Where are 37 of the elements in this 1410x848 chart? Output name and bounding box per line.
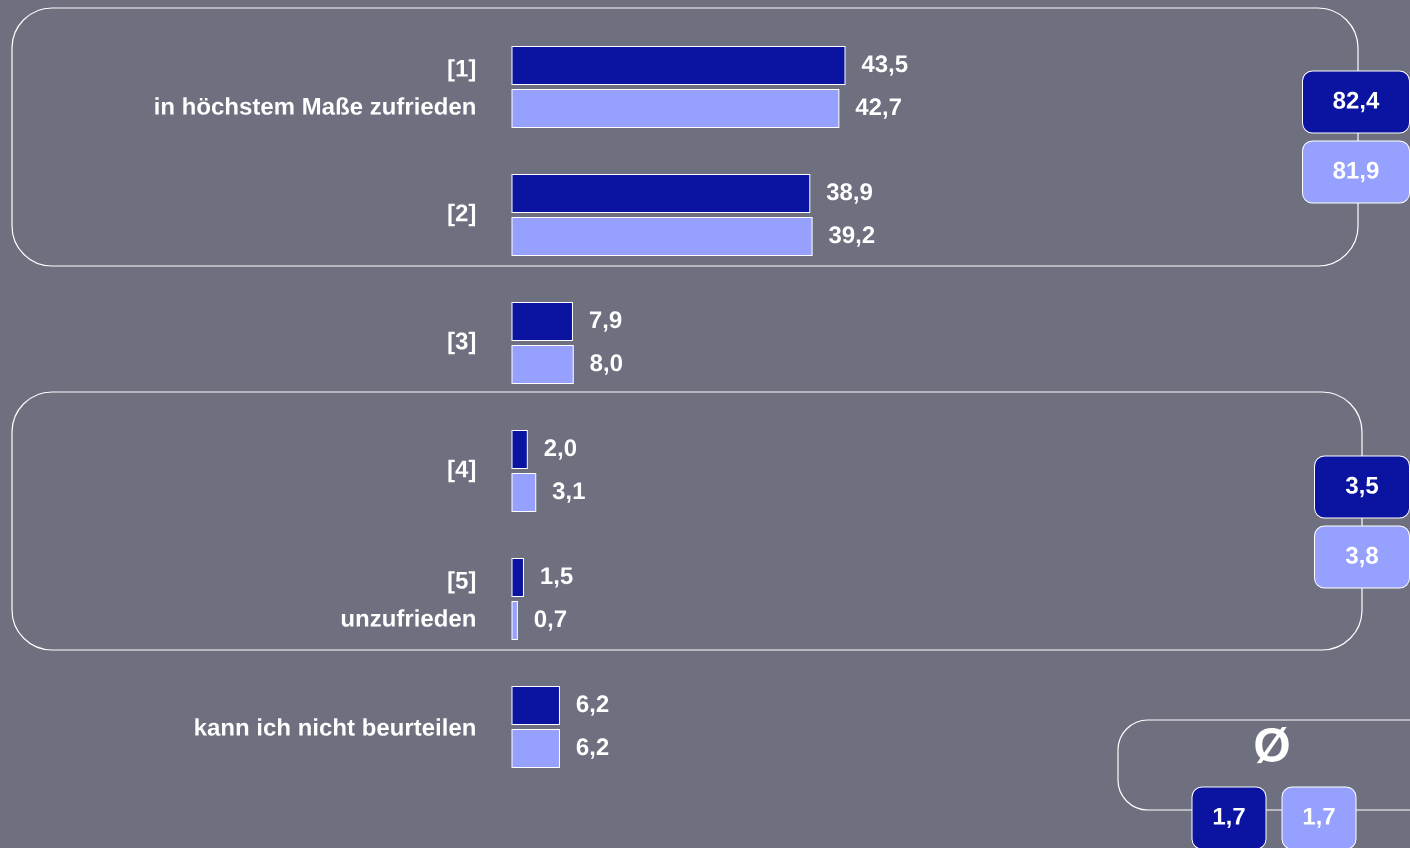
text: 1,7 [1303,807,1335,829]
bar [511,558,524,598]
bar [511,89,840,129]
bar [511,473,537,513]
bar [511,430,528,470]
bar [511,601,518,641]
data-label: 3,1 [552,482,585,503]
text: 1,7 [1213,807,1245,829]
text: 3,5 [1345,476,1379,498]
y-tick-label: [2] [448,203,476,227]
bar [511,46,846,86]
text: 82,4 [1333,91,1380,113]
y-tick-label: [4] [448,459,476,483]
y-tick-label: kann ich nicht beurteilen [195,718,475,736]
text: Ø [1255,726,1289,764]
bar [511,174,811,214]
data-label: 43,5 [861,55,908,76]
bar [511,729,560,769]
data-label: 2,0 [544,439,577,460]
data-label: 38,9 [826,183,872,204]
text: 81,9 [1333,161,1379,183]
data-label: 0,7 [534,610,567,631]
bar [511,217,813,257]
y-tick-label: [1] in höchstem Maße zufrieden [155,59,476,115]
y-tick-label: [5] unzufrieden [341,571,476,627]
data-label: 6,2 [576,738,609,759]
data-label: 39,2 [829,226,875,247]
data-label: 42,7 [855,98,901,119]
bar [511,302,573,342]
y-tick-label: [3] [448,331,476,355]
bar [511,686,560,726]
data-label: 7,9 [589,311,622,332]
text: 3,8 [1345,546,1378,568]
data-label: 8,0 [590,354,623,375]
data-label: 6,2 [576,695,609,716]
data-label: 1,5 [541,567,573,588]
bar [511,345,574,385]
